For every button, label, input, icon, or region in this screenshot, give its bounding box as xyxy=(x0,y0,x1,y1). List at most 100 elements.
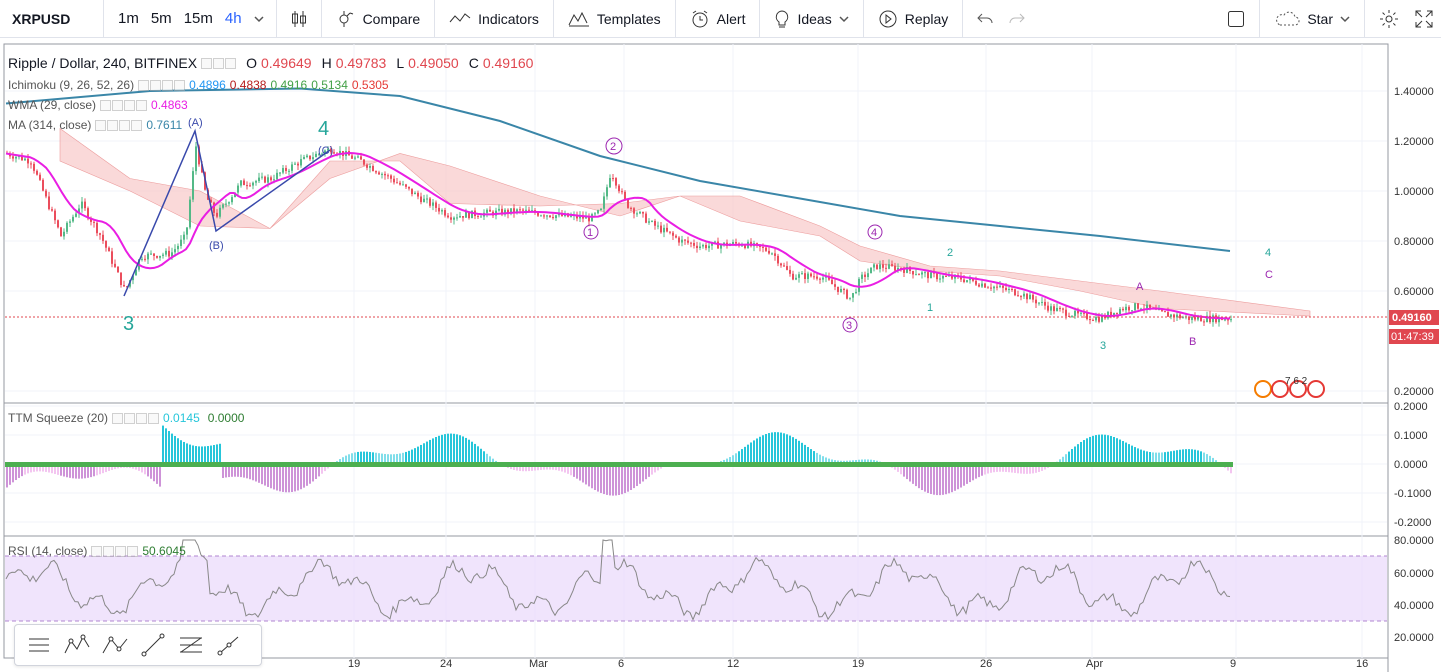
trend-line-tool[interactable] xyxy=(137,629,169,661)
candle-body xyxy=(696,245,698,249)
hamburger-icon xyxy=(29,638,49,652)
ttm-bar xyxy=(798,440,800,464)
ttm-bar xyxy=(654,464,656,473)
ttm-bar xyxy=(294,464,296,492)
wma-title[interactable]: WMA (29, close) xyxy=(8,98,97,112)
ttm-bar xyxy=(1074,446,1076,464)
alert-button[interactable]: Alert xyxy=(682,0,754,38)
ttm-bar xyxy=(1101,434,1103,464)
star-button[interactable]: Star xyxy=(1266,0,1358,38)
compare-button[interactable]: Compare xyxy=(328,0,429,38)
candle-body xyxy=(939,278,941,280)
rsi-controls[interactable] xyxy=(91,545,139,557)
interval-1m[interactable]: 1m xyxy=(118,10,139,27)
ttm-bar xyxy=(1116,438,1118,464)
indicators-button[interactable]: Indicators xyxy=(441,0,547,38)
ttm-bar xyxy=(1086,438,1088,464)
ttm-bar xyxy=(963,464,965,486)
series-title[interactable]: Ripple / Dollar, 240, BITFINEX xyxy=(8,55,198,71)
ma-title[interactable]: MA (314, close) xyxy=(8,118,92,132)
fib-tool[interactable] xyxy=(175,629,207,661)
candle-body xyxy=(90,218,92,222)
candle-body xyxy=(471,210,473,219)
ttm-bar xyxy=(369,451,371,464)
ichimoku-title[interactable]: Ichimoku (9, 26, 52, 26) xyxy=(8,78,135,92)
ttm-bar xyxy=(21,464,23,477)
undo-button[interactable] xyxy=(969,0,1001,38)
candle-body xyxy=(156,255,158,258)
ttm-bar xyxy=(141,464,143,473)
ttm-bar xyxy=(27,464,29,474)
path-tool[interactable] xyxy=(213,629,245,661)
ma-controls[interactable] xyxy=(95,119,143,131)
series-controls[interactable] xyxy=(201,57,237,69)
ttm-bar xyxy=(570,464,572,476)
abc-wave-tool[interactable] xyxy=(99,629,131,661)
ichimoku-controls[interactable] xyxy=(138,79,186,91)
candle-body xyxy=(1092,320,1094,322)
ttm-controls[interactable] xyxy=(112,412,160,424)
interval-5m[interactable]: 5m xyxy=(150,10,172,27)
candle-body xyxy=(732,241,734,245)
candle-body xyxy=(81,201,83,209)
ttm-bar xyxy=(1062,456,1064,464)
ttm-bar xyxy=(978,464,980,478)
ttm-bar xyxy=(243,464,245,478)
wave-label-c3: 3 xyxy=(846,320,852,332)
ttm-bar xyxy=(252,464,254,481)
redo-button[interactable] xyxy=(1001,0,1033,38)
time-tick: 26 xyxy=(980,658,992,670)
interval-15m[interactable]: 15m xyxy=(183,10,213,27)
rsi-value: 50.6045 xyxy=(142,544,186,558)
candle-body xyxy=(294,163,296,165)
ttm-bar xyxy=(246,464,248,479)
candle-body xyxy=(657,225,659,227)
templates-button[interactable]: Templates xyxy=(560,0,669,38)
wave-tool[interactable] xyxy=(61,629,93,661)
candle-body xyxy=(468,211,470,219)
menu-tool[interactable] xyxy=(23,629,55,661)
symbol-search[interactable]: XRPUSD xyxy=(0,0,104,38)
ttm-bar xyxy=(759,436,761,464)
time-tick: 24 xyxy=(440,658,452,670)
ttm-bar xyxy=(1194,449,1196,464)
wma-controls[interactable] xyxy=(100,99,148,111)
candle-body xyxy=(291,164,293,171)
candle-body xyxy=(765,247,767,251)
candle-body xyxy=(1134,303,1136,311)
rsi-title[interactable]: RSI (14, close) xyxy=(8,544,88,558)
interval-dropdown-icon[interactable] xyxy=(248,11,270,27)
ttm-title[interactable]: TTM Squeeze (20) xyxy=(8,411,109,425)
candle-body xyxy=(756,243,758,245)
candle-body xyxy=(864,274,866,278)
candle-body xyxy=(84,201,86,209)
candle-body xyxy=(237,185,239,193)
ttm-bar xyxy=(657,464,659,471)
ideas-button[interactable]: Ideas xyxy=(766,0,856,38)
fullscreen-button[interactable] xyxy=(1407,0,1441,38)
candle-body xyxy=(672,232,674,236)
ttm-bar xyxy=(210,445,212,464)
ttm-bar xyxy=(1038,464,1040,472)
candle-body xyxy=(486,209,488,213)
chart-area[interactable]: 3 4 (A) (B) (C) 1 2 3 4 1 2 3 4 A B C xyxy=(0,38,1441,672)
ttm-bar xyxy=(81,464,83,479)
chart-style-button[interactable] xyxy=(283,0,315,38)
replay-button[interactable]: Replay xyxy=(870,0,957,38)
fullscreen-select-button[interactable] xyxy=(1219,0,1253,38)
ttm-bar xyxy=(228,464,230,478)
ttm-bar xyxy=(1017,464,1019,474)
economic-events[interactable]: 7 6 2 xyxy=(1254,376,1325,398)
ttm-bar xyxy=(1200,451,1202,464)
settings-button[interactable] xyxy=(1371,0,1407,38)
ttm-bar xyxy=(969,464,971,483)
candle-body xyxy=(1011,288,1013,290)
ttm-tick: -0.1000 xyxy=(1394,488,1431,500)
interval-4h[interactable]: 4h xyxy=(224,10,242,27)
ttm-bar xyxy=(465,437,467,464)
ttm-bar xyxy=(594,464,596,491)
candle-body xyxy=(906,266,908,273)
candle-body xyxy=(111,251,113,264)
ttm-bar xyxy=(603,464,605,495)
wave-label-s2: 2 xyxy=(947,247,953,259)
